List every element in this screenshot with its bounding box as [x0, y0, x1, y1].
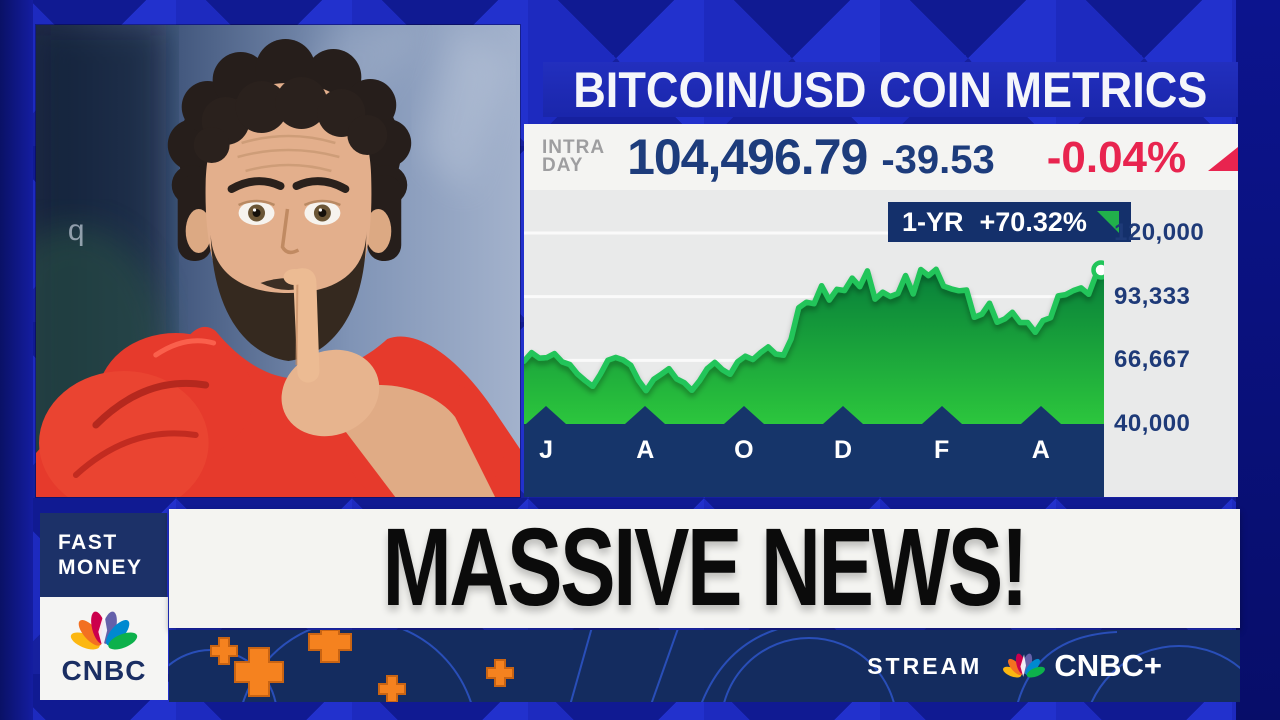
- y-axis-tick-label: 40,000: [1114, 410, 1191, 437]
- tick-triangle: [526, 406, 567, 424]
- peacock-logo-small-icon: [1000, 653, 1048, 680]
- price-change-percent: -0.04%: [1046, 133, 1187, 182]
- host-photo-illustration: q: [36, 25, 520, 497]
- network-name: CNBC: [61, 654, 147, 686]
- month-label: D: [833, 436, 853, 464]
- forehead-wrinkles: [237, 134, 340, 173]
- host-nose: [280, 208, 300, 255]
- host-eyebrows: [227, 177, 350, 193]
- peacock-logo-icon: [66, 611, 142, 653]
- host-hand: [281, 268, 496, 497]
- last-price: 104,496.79: [627, 129, 868, 185]
- show-title-line2: MONEY: [58, 556, 143, 579]
- price-change: -39.53: [881, 137, 995, 182]
- intraday-quote-strip: INTRA DAY 104,496.79 -39.53 -0.04%: [524, 124, 1239, 190]
- range-change-percent: +70.32%: [979, 206, 1087, 237]
- bottom-strip: STREAM CNBC+: [169, 630, 1240, 702]
- host-beard: [210, 231, 367, 361]
- stream-promo: STREAM CNBC+: [867, 630, 1162, 702]
- host-eyes: [238, 199, 341, 225]
- range-badge: 1-YR +70.32%: [888, 202, 1131, 242]
- headline-banner: MASSIVE NEWS!: [169, 506, 1240, 629]
- tick-triangle: [823, 406, 863, 424]
- left-edge-band: [0, 0, 33, 720]
- price-chart-panel: 1-YR +70.32% 120,000 93,333 66,667 40,000 J…: [524, 190, 1238, 497]
- month-label: F: [933, 436, 950, 464]
- period-label: INTRA DAY: [542, 137, 606, 176]
- y-axis-tick-label: 66,667: [1114, 346, 1191, 374]
- tick-triangle: [1020, 406, 1061, 424]
- y-axis-tick-label: 120,000: [1114, 218, 1205, 246]
- last-price-marker: [1091, 260, 1104, 280]
- month-label: A: [1031, 436, 1050, 464]
- range-label: 1-YR: [902, 206, 964, 237]
- show-title-line1: FAST: [58, 531, 118, 554]
- stream-brand: CNBC+: [1054, 648, 1162, 683]
- chart-title-bar: BITCOIN/USD COIN METRICS: [543, 61, 1238, 118]
- month-label: O: [734, 436, 754, 464]
- host-hair-fringe: [193, 77, 388, 163]
- direction-triangle-icon: [1208, 147, 1239, 171]
- background-screen-letter: q: [68, 214, 85, 247]
- y-axis-tick-label: 93,333: [1114, 282, 1191, 310]
- plus-decorations: [210, 630, 514, 702]
- headline-text: MASSIVE NEWS!: [382, 506, 1029, 630]
- host-photo: q: [36, 25, 520, 497]
- right-edge-band: [1236, 0, 1280, 720]
- area-fill: [524, 269, 1104, 424]
- network-logo-box: CNBC: [40, 597, 168, 700]
- y-axis-labels: 120,000 93,333 66,667 40,000: [1104, 190, 1238, 497]
- tick-triangle: [723, 406, 764, 424]
- range-triangle-icon: [1096, 211, 1119, 233]
- month-label: A: [636, 436, 655, 464]
- tick-triangle: [625, 406, 666, 424]
- price-line: [524, 266, 1104, 394]
- tick-triangle: [921, 406, 962, 424]
- chart-title: BITCOIN/USD COIN METRICS: [573, 61, 1208, 118]
- show-title-box: FAST MONEY: [40, 513, 167, 597]
- stream-label: STREAM: [867, 652, 983, 679]
- month-label: J: [539, 436, 553, 464]
